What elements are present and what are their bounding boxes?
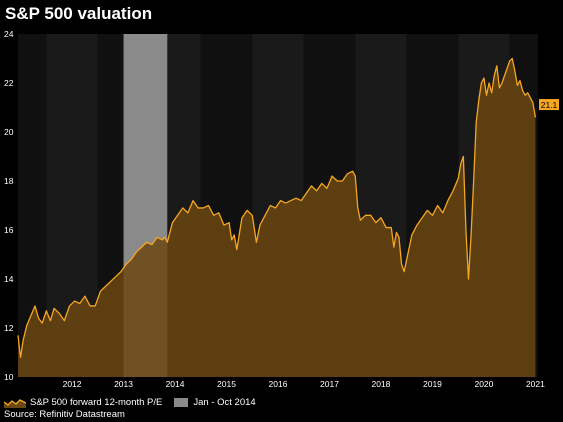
source-note: Source: Refinitiv Datastream [4, 409, 125, 420]
x-tick-label: 2012 [63, 379, 82, 389]
last-value-text: 21.1 [541, 100, 558, 110]
area-layer [17, 57, 537, 377]
x-tick-label: 2015 [217, 379, 236, 389]
chart-title: S&P 500 valuation [5, 4, 153, 23]
legend: S&P 500 forward 12-month P/E Jan - Oct 2… [4, 395, 268, 409]
legend-highlight-swatch [174, 397, 189, 407]
y-tick-label: 22 [4, 78, 14, 88]
legend-series-label: S&P 500 forward 12-month P/E [30, 396, 163, 408]
y-tick-label: 12 [4, 323, 14, 333]
x-tick-label: 2013 [114, 379, 133, 389]
y-tick-label: 20 [4, 127, 14, 137]
legend-highlight-label: Jan - Oct 2014 [193, 396, 256, 408]
legend-item-highlight: Jan - Oct 2014 [174, 396, 256, 408]
y-tick-label: 14 [4, 274, 14, 284]
last-value-label: 21.1 [539, 99, 559, 111]
legend-item-series: S&P 500 forward 12-month P/E [4, 396, 162, 408]
x-axis: 2012 2013 2014 2015 2016 2017 2018 2019 2020 2021 [63, 379, 546, 389]
y-tick-label: 18 [4, 176, 14, 186]
x-tick-label: 2014 [166, 379, 185, 389]
y-tick-label: 10 [4, 372, 14, 382]
y-axis: 10 12 14 16 18 20 22 24 [4, 29, 14, 382]
x-tick-label: 2021 [526, 379, 545, 389]
last-value-box [539, 99, 559, 111]
y-tick-label: 24 [4, 29, 14, 39]
series-area [18, 58, 536, 377]
x-tick-label: 2017 [320, 379, 339, 389]
x-tick-label: 2020 [474, 379, 493, 389]
y-tick-label: 16 [4, 225, 14, 235]
x-tick-label: 2019 [423, 379, 442, 389]
series-line [17, 57, 537, 359]
legend-series-swatch [4, 399, 26, 408]
x-tick-label: 2016 [269, 379, 288, 389]
x-tick-label: 2018 [372, 379, 391, 389]
